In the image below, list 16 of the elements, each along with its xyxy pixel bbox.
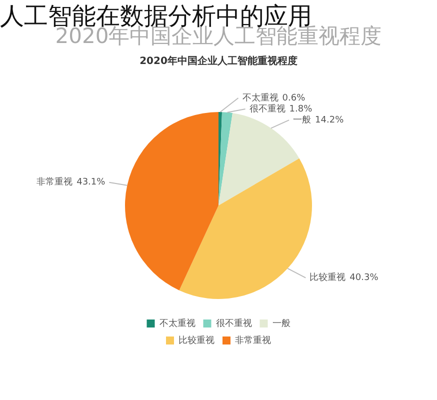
data-label: 40.3% bbox=[350, 273, 379, 284]
legend-label: 很不重视 bbox=[216, 318, 252, 329]
text: 2020年中国企业人工智能重视程度 bbox=[138, 54, 298, 68]
slice-label: 一般 bbox=[293, 114, 312, 126]
data-label: 43.1% bbox=[76, 178, 106, 188]
slice-label: 不太重视 bbox=[242, 92, 278, 104]
legend-label: 比较重视 bbox=[178, 334, 214, 346]
data-label: 1.8% bbox=[289, 104, 313, 114]
legend-label: 非常重视 bbox=[235, 334, 271, 346]
data-label: 14.2% bbox=[315, 115, 344, 126]
legend-label: 一般 bbox=[272, 318, 290, 329]
slice-label: 很不重视 bbox=[249, 103, 286, 114]
slice-label: 比较重视 bbox=[310, 272, 346, 284]
data-label: 0.6% bbox=[282, 93, 306, 104]
legend-label: 不太重视 bbox=[159, 318, 196, 329]
slice-label: 非常重视 bbox=[36, 176, 73, 188]
